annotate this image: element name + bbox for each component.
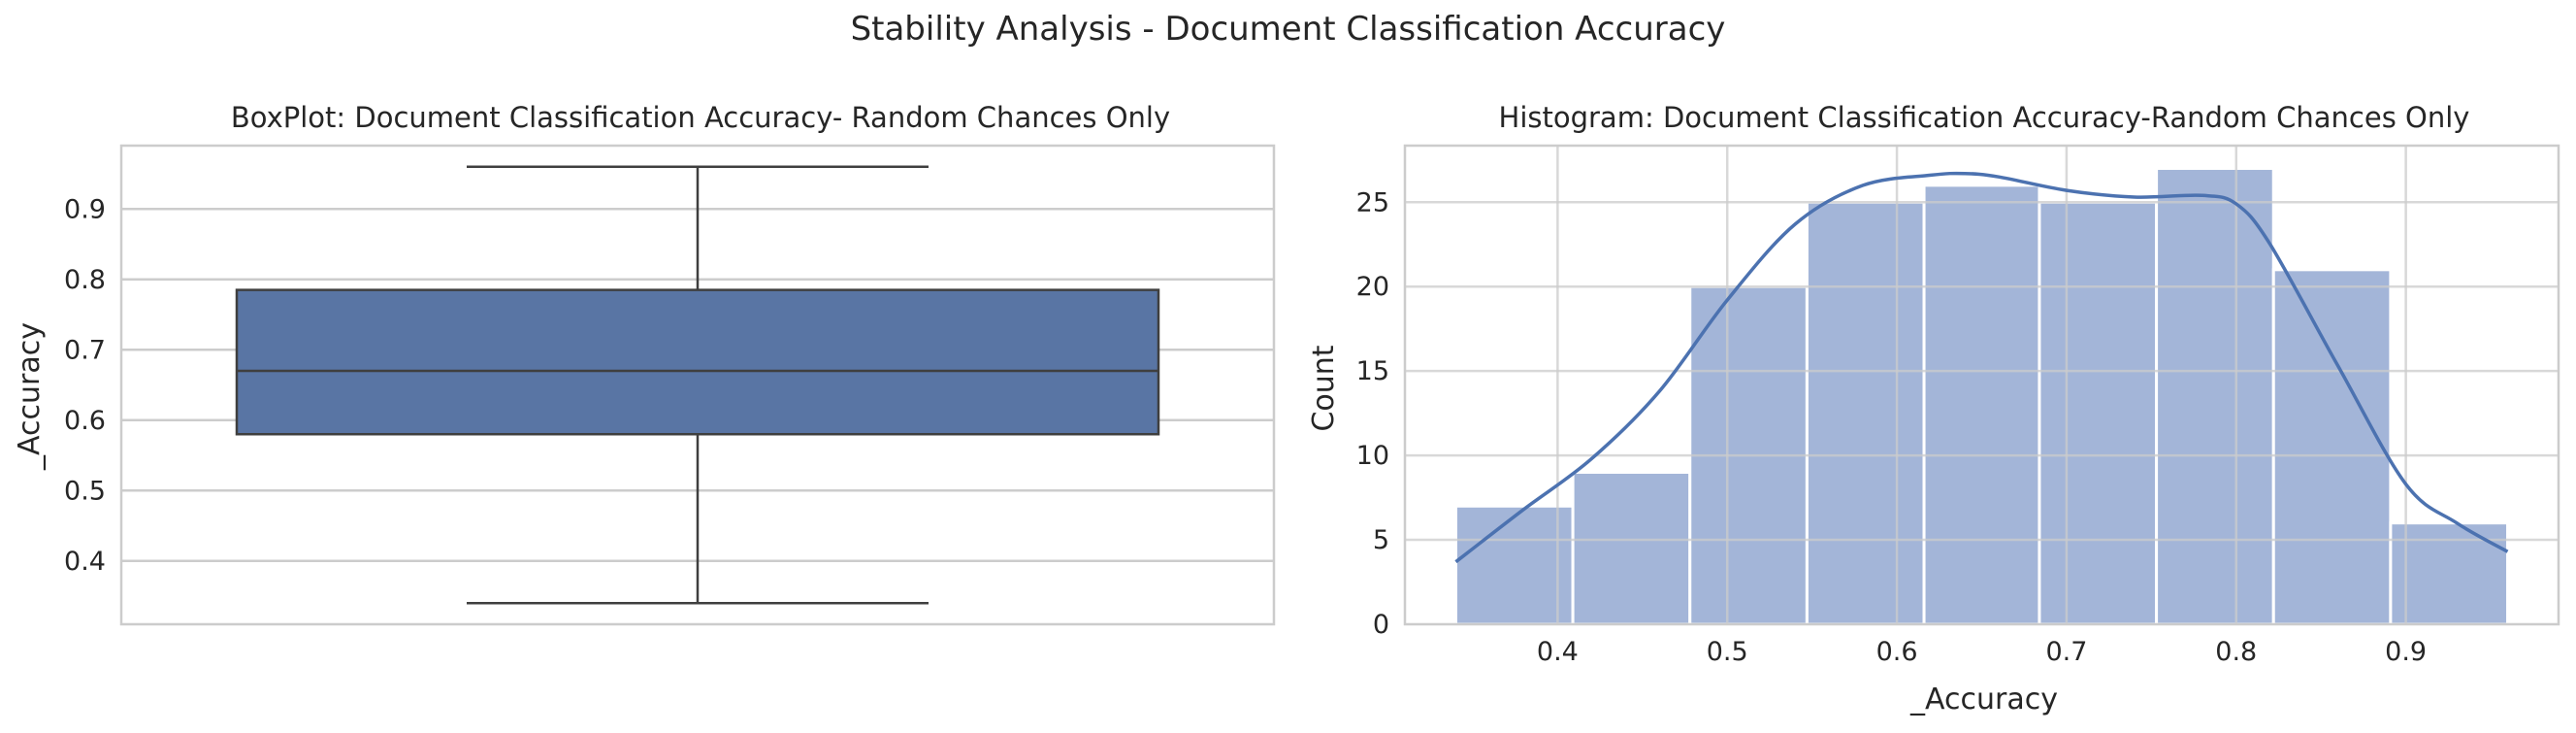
- histogram-x-tick-label: 0.8: [2215, 637, 2257, 667]
- histogram-gridlines: [1405, 146, 2559, 624]
- histogram-y-axis-label: Count: [1307, 345, 1341, 431]
- histogram-bar: [1453, 504, 1575, 626]
- figure-title: Stability Analysis - Document Classifica…: [850, 10, 1726, 49]
- histogram-bar: [2155, 166, 2275, 626]
- boxplot-y-tick-label: 0.7: [64, 335, 106, 365]
- histogram-y-tick-label: 10: [1356, 441, 1389, 471]
- boxplot-y-tick-label: 0.9: [64, 194, 106, 224]
- histogram-bar: [1571, 470, 1692, 626]
- histogram-y-tick-label: 25: [1356, 187, 1389, 217]
- histogram-y-ticks: 0 5 10 15 20 25: [1356, 187, 1389, 640]
- histogram-y-tick-label: 20: [1356, 272, 1389, 302]
- boxplot-y-tick-label: 0.6: [64, 406, 106, 436]
- boxplot-title: BoxPlot: Document Classification Accurac…: [231, 101, 1170, 134]
- histogram-bar: [2038, 200, 2159, 626]
- histogram-x-axis-label: _Accuracy: [1909, 683, 2058, 716]
- histogram-title: Histogram: Document Classification Accur…: [1499, 101, 2470, 134]
- interquartile-box: [235, 288, 1160, 436]
- histogram-x-tick-label: 0.9: [2385, 637, 2427, 667]
- histogram-y-tick-label: 15: [1356, 356, 1389, 386]
- histogram-y-tick-label: 0: [1373, 610, 1389, 640]
- histogram-bar: [2271, 268, 2393, 626]
- histogram-bars: [1453, 166, 2510, 626]
- histogram-bar: [1805, 200, 1926, 626]
- histogram-frame: [1403, 144, 2560, 626]
- boxplot-y-tick-label: 0.4: [64, 547, 106, 577]
- histogram-y-tick-label: 5: [1373, 525, 1389, 555]
- histogram-x-ticks: 0.4 0.5 0.6 0.7 0.8 0.9: [1537, 637, 2427, 667]
- histogram-bar: [1922, 183, 2041, 626]
- histogram-x-tick-label: 0.5: [1707, 637, 1748, 667]
- boxplot-panel: BoxPlot: Document Classification Accurac…: [13, 101, 1276, 626]
- boxplot-frame: [119, 144, 1276, 626]
- histogram-panel: Histogram: Document Classification Accur…: [1307, 101, 2560, 716]
- boxplot-y-axis-label: _Accuracy: [13, 322, 47, 471]
- boxplot-body: [235, 165, 1160, 605]
- histogram-bar: [2389, 521, 2510, 626]
- boxplot-y-tick-label: 0.8: [64, 265, 106, 295]
- histogram-x-tick-label: 0.7: [2045, 637, 2087, 667]
- histogram-x-tick-label: 0.6: [1876, 637, 1918, 667]
- boxplot-y-tick-label: 0.5: [64, 476, 106, 506]
- boxplot-y-ticks: 0.4 0.5 0.6 0.7 0.8 0.9: [64, 194, 106, 577]
- kde-line: [1454, 171, 2509, 564]
- histogram-x-tick-label: 0.4: [1537, 637, 1579, 667]
